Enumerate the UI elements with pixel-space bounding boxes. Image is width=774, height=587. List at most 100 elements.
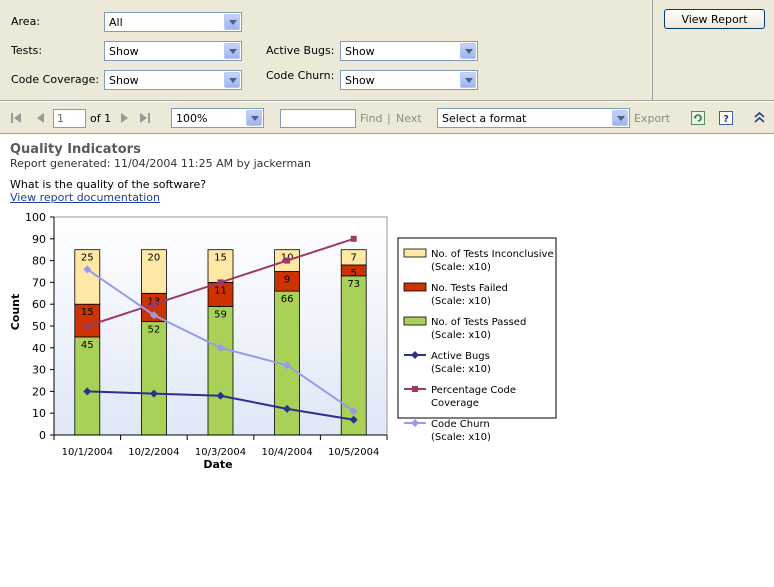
bar-data-label: 25 bbox=[81, 253, 94, 264]
view-report-button[interactable]: View Report bbox=[664, 9, 765, 29]
legend-marker bbox=[412, 386, 418, 392]
y-tick-label: 100 bbox=[25, 211, 46, 224]
legend-label: Percentage Code Coverage bbox=[431, 385, 516, 409]
active-bugs-select-value: Show bbox=[345, 45, 375, 58]
tests-select[interactable]: Show bbox=[104, 41, 242, 61]
series-point bbox=[349, 407, 358, 416]
divider bbox=[652, 0, 653, 101]
series-point bbox=[149, 311, 158, 320]
chevron-down-icon[interactable] bbox=[224, 14, 240, 30]
bar-data-label: 11 bbox=[214, 285, 227, 296]
export-link[interactable]: Export bbox=[634, 112, 671, 125]
lines bbox=[83, 235, 358, 424]
y-tick-label: 90 bbox=[32, 233, 46, 246]
export-format-select[interactable]: Select a format bbox=[437, 108, 630, 128]
code-coverage-label: Code Coverage: bbox=[11, 73, 100, 86]
chevron-down-icon[interactable] bbox=[460, 43, 476, 59]
next-page-icon[interactable] bbox=[118, 112, 130, 124]
x-axis: 10/1/2004 10/2/2004 10/3/2004 10/4/2004 10/5… bbox=[53, 434, 388, 458]
chevron-down-icon[interactable] bbox=[460, 72, 476, 88]
y-tick-label: 40 bbox=[32, 342, 46, 355]
bar-data-label: 66 bbox=[281, 294, 294, 305]
y-tick-label: 80 bbox=[32, 255, 46, 268]
tests-label: Tests: bbox=[11, 44, 43, 57]
series-point bbox=[149, 389, 158, 398]
chevron-down-icon[interactable] bbox=[224, 43, 240, 59]
active-bugs-select[interactable]: Show bbox=[340, 41, 478, 61]
y-tick-label: 20 bbox=[32, 385, 46, 398]
x-tick-label: 10/2/2004 bbox=[128, 447, 179, 458]
previous-page-icon[interactable] bbox=[35, 112, 47, 124]
first-page-icon[interactable] bbox=[10, 112, 22, 124]
bar-segment bbox=[140, 321, 167, 436]
y-tick-label: 50 bbox=[32, 320, 46, 333]
series-point bbox=[283, 404, 292, 413]
bar-data-label: 7 bbox=[351, 253, 357, 264]
area-label: Area: bbox=[11, 15, 41, 28]
y-tick-label: 60 bbox=[32, 298, 46, 311]
bar-segment bbox=[207, 305, 234, 436]
x-tick-label: 10/1/2004 bbox=[62, 447, 113, 458]
bar-segment bbox=[340, 249, 367, 266]
bar-data-label: 73 bbox=[347, 279, 360, 290]
bar-segment bbox=[140, 249, 167, 294]
next-link[interactable]: Next bbox=[396, 112, 422, 125]
bar-data-label: 20 bbox=[148, 253, 161, 264]
code-churn-label: Code Churn: bbox=[266, 69, 335, 82]
series-point bbox=[284, 257, 291, 264]
x-tick-label: 10/5/2004 bbox=[328, 447, 379, 458]
series-point bbox=[150, 301, 157, 308]
y-axis-label: Count bbox=[9, 294, 22, 331]
bar-data-label: 45 bbox=[81, 340, 94, 351]
refresh-icon[interactable] bbox=[691, 111, 705, 125]
area-select[interactable]: All bbox=[104, 12, 242, 32]
legend-label: Code Churn (Scale: x10) bbox=[431, 419, 491, 443]
zoom-value: 100% bbox=[176, 112, 208, 125]
help-icon[interactable]: ? bbox=[719, 111, 733, 125]
report-title: Quality Indicators bbox=[10, 142, 141, 157]
collapse-icon[interactable] bbox=[753, 111, 766, 124]
bar-segment bbox=[74, 336, 101, 436]
bar-data-label: 52 bbox=[148, 325, 161, 336]
page-number-input[interactable] bbox=[53, 109, 86, 128]
bar-data-label: 15 bbox=[81, 307, 94, 318]
x-axis-label: Date bbox=[203, 458, 232, 471]
bar-segment bbox=[74, 249, 101, 305]
report-toolbar: of 1 100% Find | Next Select a format Ex… bbox=[0, 102, 774, 134]
zoom-select[interactable]: 100% bbox=[171, 108, 264, 128]
legend-label: Active Bugs (Scale: x10) bbox=[431, 351, 491, 375]
series-point bbox=[217, 279, 224, 286]
toolbar-separator: | bbox=[387, 112, 391, 125]
find-input[interactable] bbox=[280, 109, 356, 128]
code-churn-select-value: Show bbox=[345, 74, 375, 87]
series-point bbox=[350, 235, 357, 242]
x-tick-label: 10/3/2004 bbox=[195, 447, 246, 458]
y-tick-label: 30 bbox=[32, 364, 46, 377]
series-point bbox=[83, 265, 92, 274]
tests-select-value: Show bbox=[109, 45, 139, 58]
legend-label: No. of Tests Inconclusive (Scale: x10) bbox=[431, 249, 554, 273]
y-tick-label: 70 bbox=[32, 276, 46, 289]
chevron-down-icon[interactable] bbox=[224, 72, 240, 88]
bar-data-label: 5 bbox=[351, 268, 357, 279]
report-generated-text: Report generated: 11/04/2004 11:25 AM by… bbox=[10, 157, 311, 170]
bar-data-label: 15 bbox=[214, 253, 227, 264]
legend: No. of Tests Inconclusive (Scale: x10) No.… bbox=[397, 237, 557, 443]
chevron-down-icon[interactable] bbox=[246, 110, 262, 126]
report-question: What is the quality of the software? bbox=[10, 178, 207, 191]
last-page-icon[interactable] bbox=[139, 112, 151, 124]
bar-data-label: 59 bbox=[214, 309, 227, 320]
legend-swatch bbox=[403, 248, 427, 258]
series-point bbox=[83, 387, 92, 396]
find-link[interactable]: Find bbox=[360, 112, 383, 125]
legend-marker bbox=[411, 351, 419, 359]
code-coverage-select[interactable]: Show bbox=[104, 70, 242, 90]
page-count: of 1 bbox=[90, 112, 112, 125]
view-documentation-link[interactable]: View report documentation bbox=[10, 191, 161, 204]
chevron-down-icon[interactable] bbox=[612, 110, 628, 126]
bars: 451525521320591115669107357 bbox=[74, 249, 367, 436]
series-point bbox=[84, 323, 91, 329]
code-churn-select[interactable]: Show bbox=[340, 70, 478, 90]
bar-data-label: 9 bbox=[284, 275, 290, 286]
